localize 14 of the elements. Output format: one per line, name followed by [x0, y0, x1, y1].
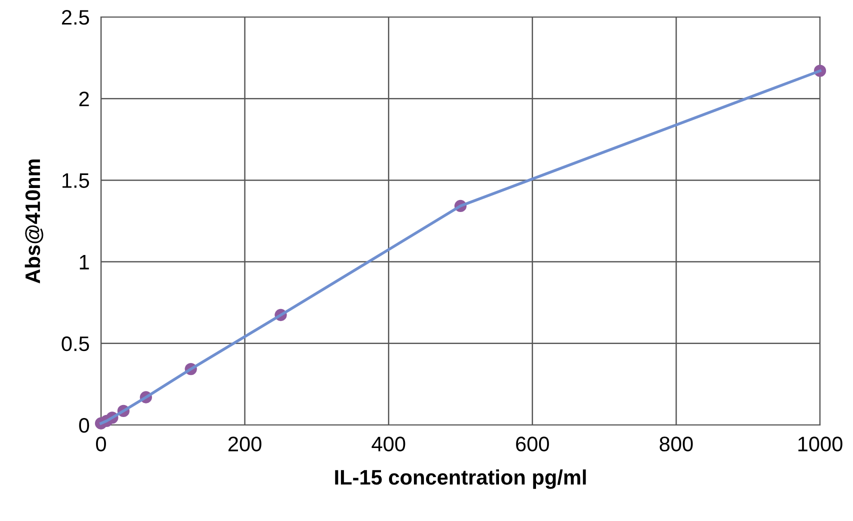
y-tick-label: 2.5 — [62, 10, 90, 25]
x-axis-title: IL-15 concentration pg/ml — [335, 469, 586, 489]
x-tick-label: 800 — [660, 436, 693, 452]
x-tick-label: 1000 — [798, 436, 842, 452]
x-tick-label: 200 — [228, 436, 262, 452]
y-tick-label: 1.5 — [62, 173, 90, 188]
y-tick-label: 2 — [79, 92, 89, 106]
x-tick-label: 400 — [372, 436, 406, 452]
y-tick-label: 0.5 — [62, 336, 90, 352]
x-tick-label: 600 — [516, 436, 549, 452]
y-tick-label: 0 — [79, 418, 90, 433]
x-tick-label: 0 — [96, 436, 106, 452]
y-tick-label: 1 — [80, 255, 89, 270]
y-axis-title: Abs@410nm — [24, 159, 44, 284]
